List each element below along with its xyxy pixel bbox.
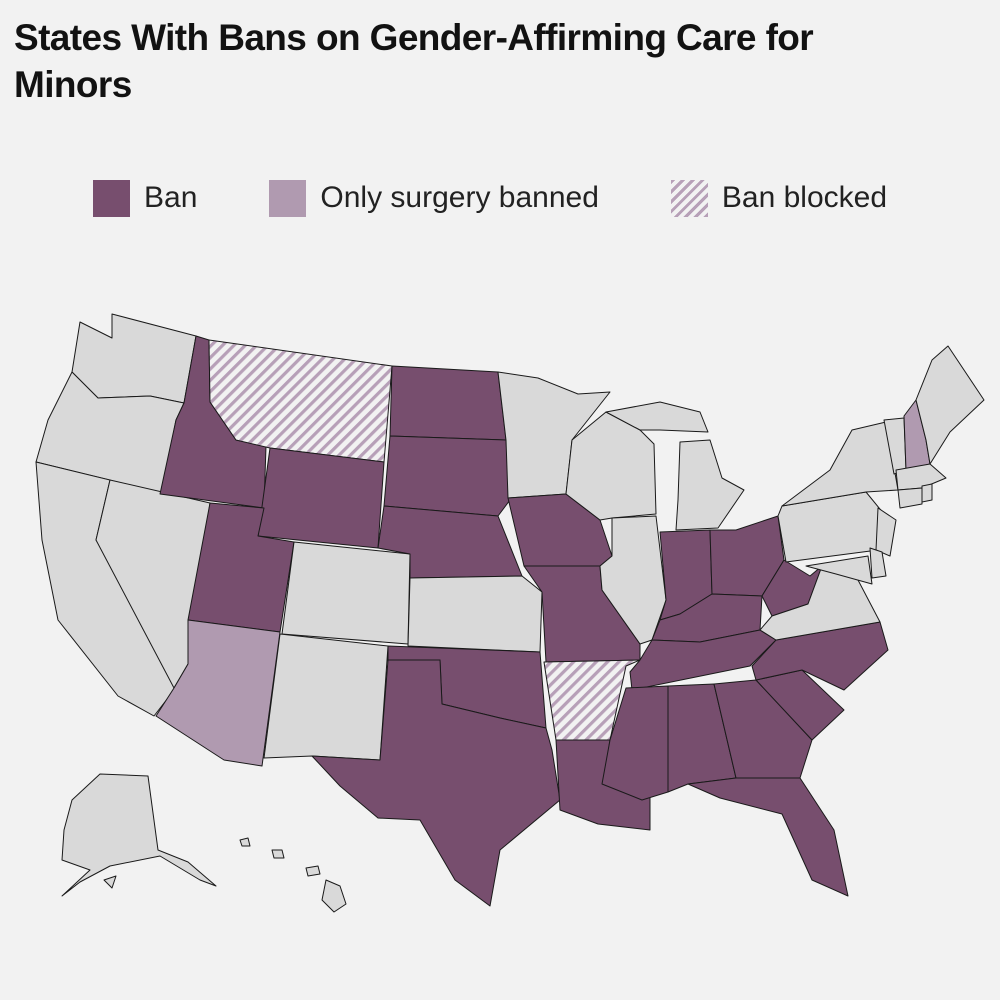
state-hawaii-3 — [305, 865, 321, 877]
state-michigan — [675, 439, 745, 531]
state-hawaii-1 — [239, 837, 251, 847]
state-washington — [71, 313, 197, 404]
state-alaska-island — [103, 875, 117, 889]
state-hawaii-2 — [271, 849, 285, 859]
state-connecticut — [897, 487, 923, 509]
state-new-york — [781, 421, 899, 507]
state-alaska — [61, 773, 217, 897]
legend-item-ban: Ban — [93, 179, 198, 217]
legend-label-surgery: Only surgery banned — [320, 181, 599, 214]
state-massachusetts — [895, 463, 947, 491]
legend-label-ban: Ban — [144, 181, 198, 214]
legend-swatch-blocked — [670, 179, 708, 217]
legend-swatch-surgery — [269, 179, 307, 217]
legend-swatch-ban — [93, 179, 130, 217]
legend-item-blocked: Ban blocked — [670, 179, 888, 217]
state-maryland — [805, 555, 873, 585]
state-new-mexico — [263, 633, 389, 761]
state-michigan-upper — [605, 401, 709, 433]
state-arkansas — [543, 659, 641, 741]
map-title: States With Bans on Gender-Affirming Car… — [14, 17, 814, 105]
state-north-dakota — [389, 365, 507, 441]
state-new-jersey — [875, 507, 897, 557]
state-kansas — [407, 575, 543, 653]
state-rhode-island — [921, 483, 933, 503]
state-illinois — [599, 515, 667, 645]
state-maine — [915, 345, 985, 465]
legend-item-surgery: Only surgery banned — [269, 179, 599, 217]
state-delaware — [869, 547, 887, 579]
state-hawaii-4 — [321, 879, 347, 913]
legend-label-blocked: Ban blocked — [721, 181, 888, 214]
state-colorado — [281, 541, 411, 645]
state-georgia — [713, 679, 813, 779]
legend: Ban Only surgery banned Ban blocked — [93, 178, 887, 218]
state-florida — [687, 777, 849, 897]
state-wyoming — [257, 447, 385, 549]
state-texas — [311, 659, 561, 907]
state-south-dakota — [383, 435, 511, 517]
